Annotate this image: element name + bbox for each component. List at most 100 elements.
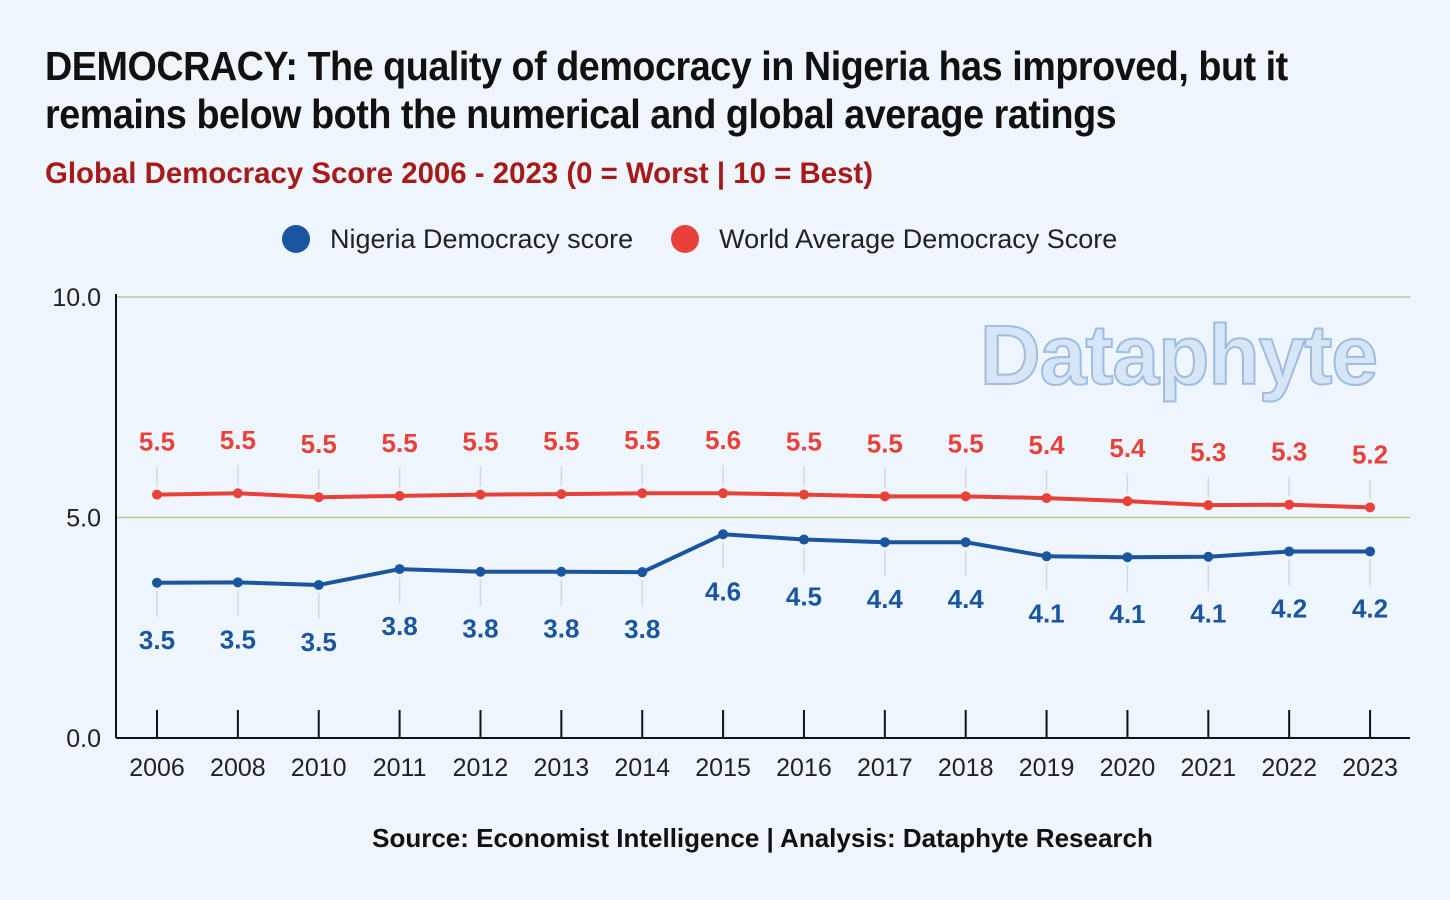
data-label: 4.1 — [1109, 599, 1145, 629]
y-tick-label: 0.0 — [66, 725, 101, 753]
data-label: 4.2 — [1352, 593, 1388, 623]
legend-item-nigeria[interactable]: Nigeria Democracy score — [282, 224, 633, 255]
data-point[interactable] — [232, 577, 243, 588]
data-point[interactable] — [798, 534, 809, 545]
data-point[interactable] — [798, 489, 809, 500]
data-label: 5.5 — [462, 427, 498, 457]
data-label: 3.5 — [220, 624, 256, 654]
x-tick-label: 2015 — [695, 754, 751, 782]
data-point[interactable] — [1365, 502, 1376, 513]
data-point[interactable] — [152, 577, 162, 588]
data-point[interactable] — [637, 567, 648, 578]
data-point[interactable] — [1284, 499, 1295, 510]
x-tick-label: 2023 — [1342, 754, 1398, 782]
data-point[interactable] — [1284, 546, 1295, 557]
data-label: 5.5 — [220, 425, 256, 455]
data-point[interactable] — [394, 564, 405, 575]
series-group: 3.5 3.5 3.5 3.8 3.8 3.8 3.8 4.6 4.5 4.4 4.4 4.1 4.1 4… — [139, 425, 1388, 657]
data-label: 3.8 — [543, 614, 579, 644]
data-point[interactable] — [1041, 551, 1052, 562]
watermark-logo: Dataphyte — [980, 308, 1377, 402]
legend-marker-world — [671, 225, 700, 253]
data-label: 5.4 — [1028, 430, 1065, 460]
x-tick-label: 2017 — [857, 754, 913, 782]
data-point[interactable] — [1122, 496, 1133, 507]
x-tick-label: 2019 — [1019, 754, 1075, 782]
data-label: 3.5 — [301, 627, 337, 657]
data-point[interactable] — [313, 492, 324, 503]
data-label: 5.5 — [382, 428, 418, 458]
axes: 0.0 5.0 10.0 2006 2008 2010 2011 2012 2013 2014 20… — [52, 284, 1410, 782]
data-label: 5.5 — [139, 427, 175, 457]
data-point[interactable] — [152, 489, 162, 500]
data-point[interactable] — [1203, 500, 1214, 511]
data-point[interactable] — [960, 537, 971, 548]
chart-subtitle: Global Democracy Score 2006 - 2023 (0 = … — [45, 157, 874, 190]
data-label: 4.1 — [1028, 598, 1064, 628]
series-world: 5.5 5.5 5.5 5.5 5.5 5.5 5.5 5.6 5.5 5.5 5.5 5.4 5.4 5… — [139, 425, 1388, 513]
data-label: 4.2 — [1271, 593, 1307, 623]
data-label: 5.2 — [1352, 439, 1388, 469]
data-label: 3.8 — [462, 614, 498, 644]
data-label: 3.5 — [139, 625, 175, 655]
data-point[interactable] — [1122, 552, 1133, 563]
data-label: 4.5 — [786, 582, 822, 612]
chart-title: DEMOCRACY: The quality of democracy in N… — [45, 43, 1288, 137]
data-point[interactable] — [313, 579, 324, 590]
data-label: 4.4 — [867, 584, 904, 614]
data-point[interactable] — [637, 488, 648, 499]
x-tick-label: 2021 — [1180, 754, 1236, 782]
data-point[interactable] — [960, 491, 971, 502]
x-tick-label: 2016 — [776, 754, 832, 782]
y-tick-label: 10.0 — [52, 284, 101, 312]
x-tick-label: 2011 — [373, 754, 427, 782]
source-note: Source: Economist Intelligence | Analysi… — [372, 823, 1153, 853]
data-point[interactable] — [556, 566, 567, 577]
data-point[interactable] — [1365, 546, 1376, 557]
data-point[interactable] — [232, 488, 243, 499]
data-label: 4.6 — [705, 576, 741, 606]
data-label: 5.5 — [786, 427, 822, 457]
y-tick-label: 5.0 — [66, 505, 101, 533]
data-point[interactable] — [475, 566, 486, 577]
data-label: 5.3 — [1271, 437, 1307, 467]
x-tick-label: 2018 — [938, 754, 994, 782]
data-label: 5.3 — [1190, 437, 1226, 467]
legend-item-world[interactable]: World Average Democracy Score — [671, 224, 1117, 255]
x-tick-label: 2022 — [1261, 754, 1317, 782]
x-tick-label: 2008 — [210, 754, 266, 782]
data-point[interactable] — [556, 489, 567, 500]
series-line — [156, 532, 1371, 587]
grid-lines — [116, 296, 1410, 519]
data-point[interactable] — [475, 489, 486, 500]
data-label: 3.8 — [382, 611, 418, 641]
data-point[interactable] — [879, 537, 890, 548]
x-tick-label: 2012 — [453, 754, 509, 782]
data-point[interactable] — [1041, 493, 1052, 504]
data-label: 5.6 — [705, 425, 741, 455]
data-label: 5.5 — [948, 428, 984, 458]
legend-label-nigeria: Nigeria Democracy score — [330, 223, 634, 254]
data-point[interactable] — [394, 490, 405, 501]
data-label: 5.5 — [301, 429, 337, 459]
data-point[interactable] — [879, 491, 890, 502]
legend-marker-nigeria — [282, 225, 310, 253]
series-line — [156, 491, 1371, 510]
legend-label-world: World Average Democracy Score — [719, 223, 1118, 254]
x-tick-label: 2006 — [129, 754, 185, 782]
x-tick-label: 2010 — [291, 754, 347, 782]
data-label: 5.5 — [867, 428, 903, 458]
data-point[interactable] — [718, 529, 729, 540]
data-label: 5.5 — [624, 425, 660, 455]
x-tick-label: 2014 — [614, 754, 670, 782]
data-point[interactable] — [1203, 551, 1214, 562]
data-label: 5.5 — [543, 426, 579, 456]
x-tick-label: 2013 — [534, 754, 590, 782]
data-label: 4.1 — [1190, 599, 1226, 629]
x-tick-label: 2020 — [1100, 754, 1156, 782]
data-label: 4.4 — [948, 584, 985, 614]
data-point[interactable] — [718, 488, 729, 499]
data-label: 3.8 — [624, 614, 660, 644]
data-label: 5.4 — [1109, 433, 1146, 463]
